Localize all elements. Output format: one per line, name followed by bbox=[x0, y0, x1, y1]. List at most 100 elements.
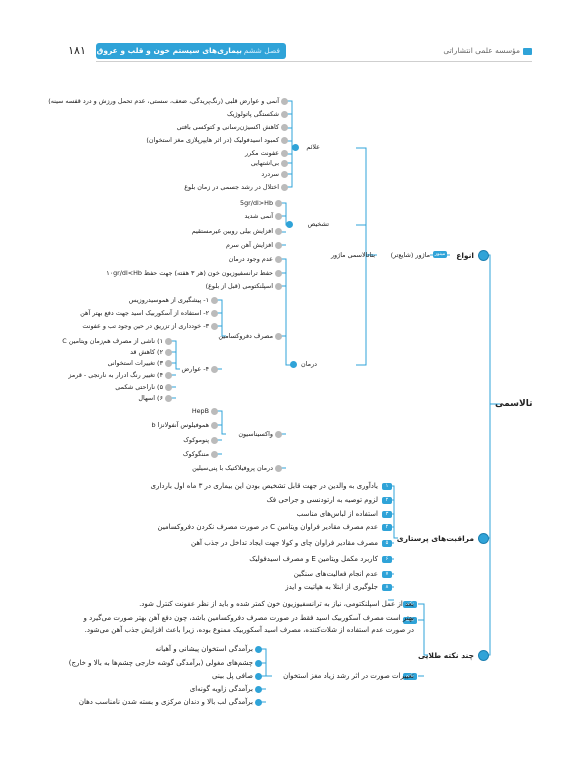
note-2-line-1: بهتر است مصرف آسکوربیک اسید فقط در صورت … bbox=[83, 614, 414, 622]
desferal-dot bbox=[275, 333, 282, 340]
diagnosis-item: آنمی شدید bbox=[244, 212, 273, 220]
nursing-label: مراقبت‌های پرستاری bbox=[396, 534, 474, 543]
signs-item: عفونت مکرر bbox=[245, 149, 279, 157]
minor-text: ماژور (شایع‌تر) bbox=[390, 251, 430, 259]
signs-item: بی‌اشتهایی bbox=[250, 159, 279, 167]
treatment-item: عدم وجود درمان bbox=[228, 255, 273, 263]
types-label: انواع bbox=[456, 251, 474, 260]
chapter-pill: فصل ششم بیماری‌های سیستم خون و قلب و عرو… bbox=[96, 43, 286, 59]
face-change-item: برآمدگی استخوان پیشانی و آهیانه bbox=[155, 645, 253, 653]
diagnosis-item: 5gr/dl>Hb bbox=[240, 199, 273, 207]
treatment-item: اسپلنکتومی (قبل از بلوغ) bbox=[205, 282, 273, 290]
complication-dot bbox=[165, 395, 172, 402]
treatment-dot bbox=[275, 256, 282, 263]
nursing-tag: ۶ bbox=[382, 556, 392, 563]
chapter-label: فصل ششم bbox=[243, 46, 280, 55]
treatment-dot bbox=[275, 270, 282, 277]
nursing-tag: ۵ bbox=[382, 540, 392, 547]
face-change-item: برآمدگی زاویه گونه‌ای bbox=[189, 685, 253, 693]
nursing-tag: ۳ bbox=[382, 511, 392, 518]
vaccine-dot bbox=[211, 437, 218, 444]
penicillin-text: درمان پروفیلاکتیک با پنی‌سیلین bbox=[192, 464, 273, 472]
nursing-item: جلوگیری از ابتلا به هپاتیت و ایدز bbox=[285, 583, 378, 591]
signs-dot bbox=[281, 160, 288, 167]
note-tag: نکته bbox=[403, 673, 417, 680]
complication-item: ۶) اسهال bbox=[138, 394, 163, 402]
vaccine-dot bbox=[211, 408, 218, 415]
penicillin-dot bbox=[275, 465, 282, 472]
nursing-item: استفاده از لباس‌های مناسب bbox=[296, 510, 378, 518]
complication-item: ۲) کاهش قد bbox=[130, 348, 163, 356]
nursing-node bbox=[478, 533, 489, 544]
page-number: ۱۸۱ bbox=[68, 44, 86, 57]
tips-node bbox=[478, 650, 489, 661]
face-change-item: برآمدگی لب بالا و دندان مرکزی و بسته شدن… bbox=[78, 698, 253, 706]
diagnosis-dot bbox=[275, 213, 282, 220]
nursing-item: یادآوری به والدین در جهت قابل تشخیص بودن… bbox=[150, 482, 378, 490]
signs-dot bbox=[281, 137, 288, 144]
desferal-label: مصرف دفروکسامین bbox=[218, 332, 273, 340]
note-tag: نکته bbox=[403, 617, 417, 624]
diagnosis-dot bbox=[275, 228, 282, 235]
desferal-item: ۱- پیشگیری از هموسیدروزیس bbox=[128, 296, 209, 304]
signs-item: سردرد bbox=[261, 170, 279, 178]
nursing-item: لزوم توصیه به ارتودنسی و جراحی فک bbox=[266, 496, 378, 504]
minor-tag: مینور bbox=[433, 251, 447, 258]
face-change-dot bbox=[255, 699, 262, 706]
vaccines-label: واکسیناسیون bbox=[238, 430, 273, 438]
treatment-label: درمان bbox=[301, 360, 317, 368]
face-change-dot bbox=[255, 673, 262, 680]
nursing-item: عدم انجام فعالیت‌های سنگین bbox=[293, 570, 378, 578]
face-change-item: چشم‌های مغولی (برآمدگی گوشه خارجی چشم‌ها… bbox=[68, 659, 253, 667]
page-header: ۱۸۱ فصل ششم بیماری‌های سیستم خون و قلب و… bbox=[62, 40, 532, 62]
complication-dot bbox=[165, 384, 172, 391]
complication-dot bbox=[165, 372, 172, 379]
nursing-tag: ۷ bbox=[382, 571, 392, 578]
diagnosis-item: افزایش بیلی روبین غیرمستقیم bbox=[191, 227, 273, 235]
signs-node bbox=[292, 144, 299, 151]
signs-dot bbox=[281, 124, 288, 131]
complications-label: ۴- عوارض bbox=[181, 365, 209, 373]
signs-dot bbox=[281, 184, 288, 191]
signs-dot bbox=[281, 171, 288, 178]
nursing-item: مصرف مقادیر فراوان چای و کولا جهت ایجاد … bbox=[191, 539, 378, 547]
nursing-item: کاربرد مکمل ویتامین E و مصرف اسیدفولیک bbox=[249, 555, 378, 563]
note-tag: نکته bbox=[403, 601, 417, 608]
major-text: بتاتالاسمی ماژور bbox=[330, 251, 375, 259]
vaccine-item: HepB bbox=[191, 407, 209, 415]
header-divider bbox=[96, 61, 532, 62]
face-change-item: صافی پل بینی bbox=[212, 672, 253, 680]
complication-dot bbox=[165, 349, 172, 356]
note-3: تغییرات صورت در اثر رشد زیاد مغز استخوان bbox=[283, 672, 414, 680]
cart-icon bbox=[523, 47, 532, 55]
nursing-tag: ۲ bbox=[382, 497, 392, 504]
desferal-item-dot bbox=[211, 297, 218, 304]
nursing-tag: ۴ bbox=[382, 524, 392, 531]
vaccine-item: پنوموکوک bbox=[183, 436, 209, 444]
signs-item: کمبود اسیدفولیک (در اثر هایپرپلازی مغز ا… bbox=[146, 136, 279, 144]
vaccines-dot bbox=[275, 431, 282, 438]
nursing-tag: ۱ bbox=[382, 483, 392, 490]
publisher-name: مؤسسه علمی انتشاراتی bbox=[443, 40, 532, 62]
face-change-dot bbox=[255, 646, 262, 653]
tips-label: چند نکته طلایی bbox=[418, 651, 474, 660]
signs-dot bbox=[281, 111, 288, 118]
signs-label: علائم bbox=[306, 143, 320, 151]
desferal-item-dot bbox=[211, 310, 218, 317]
diagnosis-dot bbox=[275, 242, 282, 249]
diagnosis-node bbox=[286, 221, 293, 228]
face-change-dot bbox=[255, 686, 262, 693]
types-node bbox=[478, 250, 489, 261]
signs-item: شکستگی پاتولوژیک bbox=[226, 110, 279, 118]
signs-dot bbox=[281, 98, 288, 105]
complication-dot bbox=[165, 360, 172, 367]
complication-dot bbox=[165, 338, 172, 345]
signs-item: اختلال در رشد جسمی در زمان بلوغ bbox=[184, 183, 279, 191]
signs-item: آنمی و عوارض قلبی (رنگ‌پریدگی، ضعف، سستی… bbox=[48, 97, 279, 105]
treatment-node bbox=[290, 361, 297, 368]
note-1: بعد از عمل اسپلنکتومی، نیاز به ترانسفیوز… bbox=[139, 600, 414, 608]
complication-item: ۳) تغییرات استخوانی bbox=[107, 359, 163, 367]
diagnosis-label: تشخیص bbox=[307, 220, 329, 228]
vaccine-item: هموفیلوس آنفولانزا b bbox=[151, 421, 209, 429]
chapter-title: بیماری‌های سیستم خون و قلب و عروق bbox=[96, 46, 242, 55]
